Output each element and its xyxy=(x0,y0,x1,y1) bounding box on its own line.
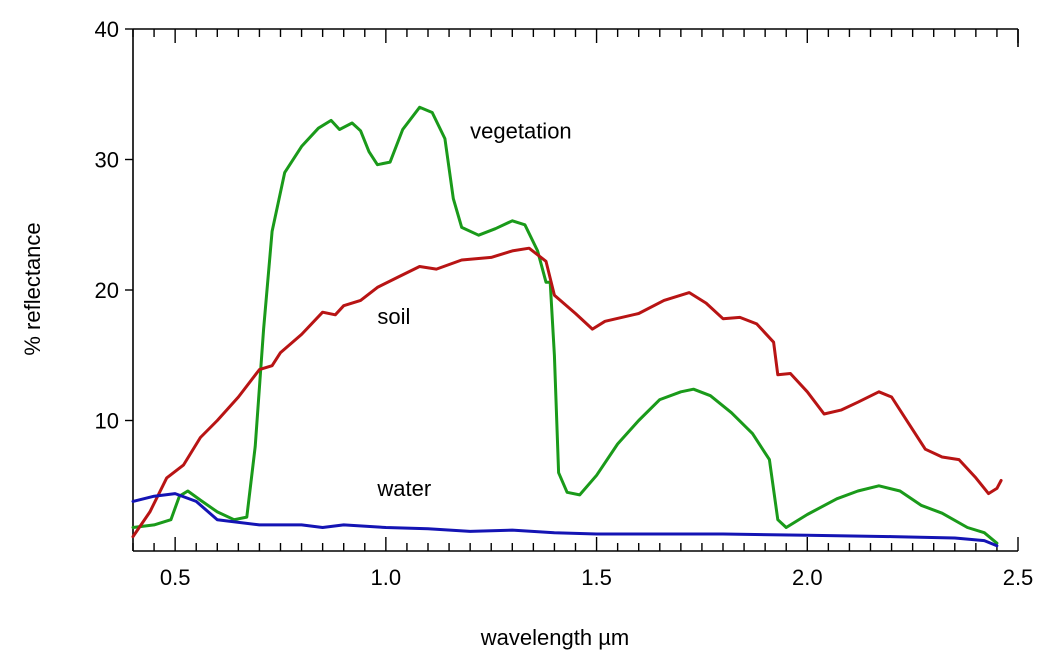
x-tick-label: 0.5 xyxy=(160,565,191,590)
y-tick-label: 10 xyxy=(95,409,119,434)
x-tick-label: 1.0 xyxy=(371,565,402,590)
series-line-soil xyxy=(131,246,1003,539)
x-tick-label: 1.5 xyxy=(581,565,612,590)
series-label-vegetation: vegetation xyxy=(470,119,572,144)
chart-ticks xyxy=(125,28,1019,551)
y-axis-title: % reflectance xyxy=(20,222,45,355)
chart-series xyxy=(131,105,1003,548)
series-line-water xyxy=(131,492,999,548)
x-axis-title: wavelength µm xyxy=(480,625,629,650)
x-tick-label: 2.0 xyxy=(792,565,823,590)
y-tick-label: 40 xyxy=(95,17,119,42)
chart-tick-labels: 0.5 1.0 1.5 2.0 2.5 10 20 30 40 xyxy=(95,17,1034,590)
x-tick-label: 2.5 xyxy=(1003,565,1034,590)
series-label-water: water xyxy=(376,476,431,501)
series-label-soil: soil xyxy=(377,304,410,329)
y-tick-label: 30 xyxy=(95,148,119,173)
chart-series-labels: vegetation soil water xyxy=(376,119,571,502)
y-tick-label: 20 xyxy=(95,278,119,303)
series-line-vegetation xyxy=(131,105,999,545)
